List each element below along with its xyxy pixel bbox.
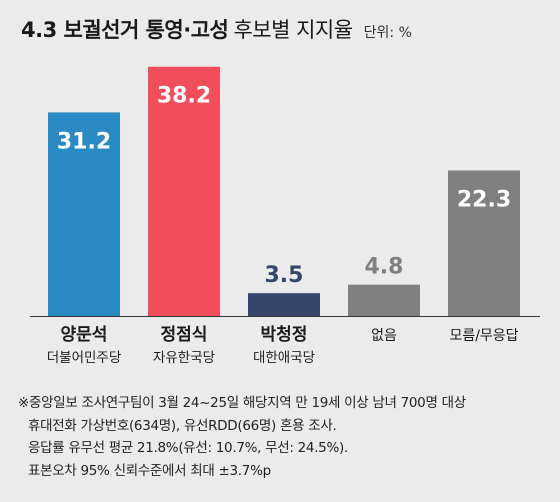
title-regular: 후보별 지지율: [233, 18, 353, 42]
note-line: 휴대전화 가상번호(634명), 유선RDD(66명) 혼용 조사.: [28, 417, 337, 434]
value-label: 4.8: [365, 255, 404, 280]
value-label: 3.5: [265, 263, 304, 288]
category-label: 박청정: [261, 324, 308, 345]
bar: [48, 112, 120, 316]
bar: [348, 284, 420, 316]
party-label: 자유한국당: [153, 350, 215, 366]
value-label: 38.2: [157, 84, 211, 109]
category-label: 없음: [371, 328, 397, 344]
value-label: 31.2: [57, 129, 111, 154]
category-label: 모름/무응답: [449, 328, 518, 344]
category-label: 정점식: [161, 325, 208, 345]
title-bold: 4.3 보궐선거 통영·고성: [21, 18, 229, 42]
bar: [248, 293, 320, 316]
value-label: 22.3: [457, 187, 511, 212]
note-line: 응답률 유무선 평균 21.8%(유선: 10.7%, 무선: 24.5%).: [28, 440, 348, 456]
chart-title: 4.3 보궐선거 통영·고성 후보별 지지율 단위: %: [21, 14, 412, 44]
party-label: 대한애국당: [253, 350, 315, 366]
note-line: 표본오차 95% 신뢰수준에서 최대 ±3.7%p: [28, 462, 271, 479]
bar: [448, 170, 520, 316]
note-line: ※중앙일보 조사연구팀이 3월 24~25일 해당지역 만 19세 이상 남녀 …: [18, 395, 466, 411]
survey-note: ※중앙일보 조사연구팀이 3월 24~25일 해당지역 만 19세 이상 남녀 …: [18, 392, 558, 482]
unit-label: 단위: %: [363, 25, 412, 41]
party-label: 더불어민주당: [47, 350, 122, 366]
bars-group: [48, 66, 520, 317]
bar: [148, 66, 220, 317]
category-label: 양문석: [61, 325, 108, 345]
